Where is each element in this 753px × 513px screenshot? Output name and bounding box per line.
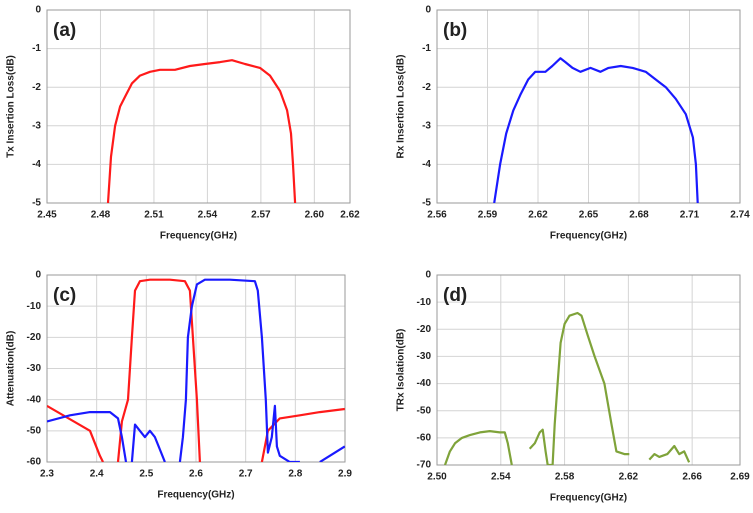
panel-label: (b) [443,20,467,41]
y-tick-label: -10 [27,301,42,312]
y-tick-label: -60 [417,432,432,443]
y-tick-label: -3 [422,120,431,131]
series-line [106,59,297,203]
x-tick-label: 2.59 [478,210,498,221]
x-tick-label: 2.7 [239,469,253,480]
x-axis-label: Frequency(GHz) [160,231,237,242]
x-tick-label: 2.68 [629,210,649,221]
plot-area [46,9,351,204]
chart-panel: 2.56 2.59 2.62 2.65 2.68 2.71 2.74 0 -1 -2 -3 -4 -5 (… [396,5,751,242]
y-tick-label: -2 [422,82,431,93]
y-tick-label: 0 [35,270,41,281]
y-tick-label: -40 [417,378,432,389]
x-tick-label: 2.5 [139,469,153,480]
series-line [443,311,691,465]
y-tick-label: -1 [422,43,431,54]
y-tick-label: -30 [417,351,432,362]
y-tick-label: -40 [27,394,42,405]
y-axis-label: Tx Insertion Loss(dB) [6,55,17,158]
y-tick-label: -30 [27,363,42,374]
x-tick-label: 2.62 [528,210,548,221]
x-tick-label: 2.6 [189,469,203,480]
y-tick-label: -3 [32,120,41,131]
panel-label: (c) [53,285,76,306]
x-tick-label: 2.58 [555,472,575,483]
y-tick-label: -4 [32,159,41,170]
x-tick-label: 2.54 [491,472,511,483]
y-tick-label: 0 [35,5,41,16]
x-tick-label: 2.71 [680,210,700,221]
panel-label: (a) [53,20,76,41]
plot-border [436,274,741,466]
x-tick-label: 2.50 [427,472,447,483]
x-tick-label: 2.45 [37,210,57,221]
x-axis-label: Frequency(GHz) [157,490,234,501]
y-tick-label: 0 [425,270,431,281]
x-tick-label: 2.51 [144,210,164,221]
panel-label: (d) [443,285,467,306]
plot-border [46,9,351,204]
y-tick-label: -20 [417,324,432,335]
x-tick-label: 2.8 [288,469,302,480]
x-tick-label: 2.62 [340,210,360,221]
x-tick-label: 2.69 [730,472,750,483]
x-tick-label: 2.56 [427,210,447,221]
x-tick-label: 2.60 [305,210,325,221]
x-tick-label: 2.57 [251,210,271,221]
x-tick-label: 2.4 [90,469,104,480]
series-line [47,278,345,462]
plot-border [46,274,346,463]
x-tick-label: 2.62 [619,472,639,483]
chart-panel: 2.50 2.54 2.58 2.62 2.66 2.69 0 -10 -20 -30 -40 -50… [396,270,751,504]
y-axis-label: TRx Isolation(dB) [396,329,407,412]
series-line [493,57,699,203]
x-tick-label: 2.3 [40,469,54,480]
x-axis-label: Frequency(GHz) [550,493,627,504]
x-tick-label: 2.65 [579,210,599,221]
x-tick-label: 2.74 [730,210,750,221]
y-tick-label: -50 [417,405,432,416]
y-tick-label: -5 [32,198,41,209]
y-tick-label: -70 [417,460,432,471]
x-tick-label: 2.66 [682,472,702,483]
y-tick-label: -2 [32,82,41,93]
y-tick-label: -5 [422,198,431,209]
x-tick-label: 2.9 [338,469,352,480]
y-tick-label: -1 [32,43,41,54]
y-tick-label: -10 [417,297,432,308]
y-axis-label: Attenuation(dB) [6,331,17,407]
y-tick-label: -4 [422,159,431,170]
y-tick-label: 0 [425,5,431,16]
y-tick-label: -60 [27,457,42,468]
y-tick-label: -20 [27,332,42,343]
y-axis-label: Rx Insertion Loss(dB) [396,55,407,159]
chart-panel: 2.45 2.48 2.51 2.54 2.57 2.60 2.62 0 -1 -2 -3 -4 -5 (… [6,5,361,242]
plot-area [436,274,741,466]
x-tick-label: 2.54 [198,210,218,221]
y-tick-label: -50 [27,425,42,436]
chart-panel: 2.3 2.4 2.5 2.6 2.7 2.8 2.9 0 -10 -20 -30 -40 -50 -60… [6,270,353,501]
plot-border [436,9,741,204]
x-axis-label: Frequency(GHz) [550,231,627,242]
x-tick-label: 2.48 [91,210,111,221]
